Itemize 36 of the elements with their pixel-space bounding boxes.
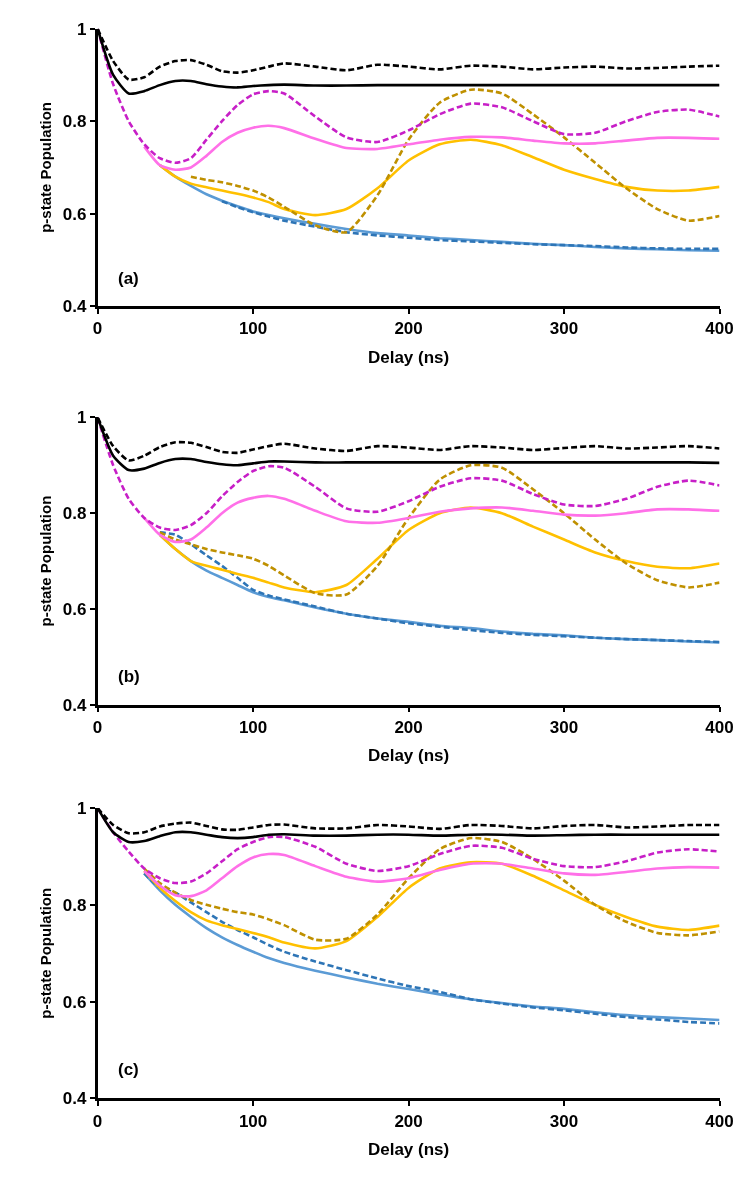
- y-axis-title: p-state Population: [37, 102, 55, 233]
- x-tick-label: 100: [238, 319, 268, 339]
- x-tick-label: 300: [549, 1111, 579, 1131]
- annotation: (b): [118, 667, 140, 686]
- y-tick-label: 0.6: [62, 992, 87, 1012]
- y-tick-label: 1: [76, 19, 87, 39]
- y-tick-label: 0.8: [62, 504, 87, 524]
- y-axis-title: p-state Population: [37, 887, 55, 1019]
- x-tick-label: 300: [549, 717, 579, 737]
- annotation: (c): [118, 1060, 139, 1079]
- y-tick-label: 0.4: [62, 297, 87, 317]
- y-tick-label: 0.4: [62, 1089, 87, 1109]
- y-tick-label: 1: [76, 408, 87, 428]
- x-tick-label: 400: [705, 319, 734, 339]
- x-axis-title: Delay (ns): [367, 1139, 450, 1159]
- x-tick-label: 300: [549, 319, 579, 339]
- x-tick-label: 200: [394, 717, 423, 737]
- y-tick-label: 1: [76, 799, 87, 819]
- y-tick-label: 0.6: [62, 599, 87, 619]
- x-tick-label: 0: [92, 1111, 103, 1131]
- y-tick-label: 0.8: [62, 895, 87, 915]
- x-tick-label: 400: [705, 1111, 734, 1131]
- annotation: (a): [118, 269, 139, 288]
- y-tick-label: 0.4: [62, 695, 87, 715]
- x-axis-title: Delay (ns): [367, 746, 450, 766]
- x-tick-label: 200: [394, 319, 423, 339]
- x-tick-label: 100: [238, 1111, 268, 1131]
- y-axis-title: p-state Population: [37, 495, 55, 627]
- x-tick-label: 200: [394, 1111, 423, 1131]
- y-tick-label: 0.6: [62, 204, 87, 224]
- x-tick-label: 400: [705, 717, 734, 737]
- y-tick-label: 0.8: [62, 112, 87, 132]
- x-axis-title: Delay (ns): [367, 347, 450, 367]
- x-tick-label: 100: [238, 717, 268, 737]
- x-tick-label: 0: [92, 319, 103, 339]
- x-tick-label: 0: [92, 717, 103, 737]
